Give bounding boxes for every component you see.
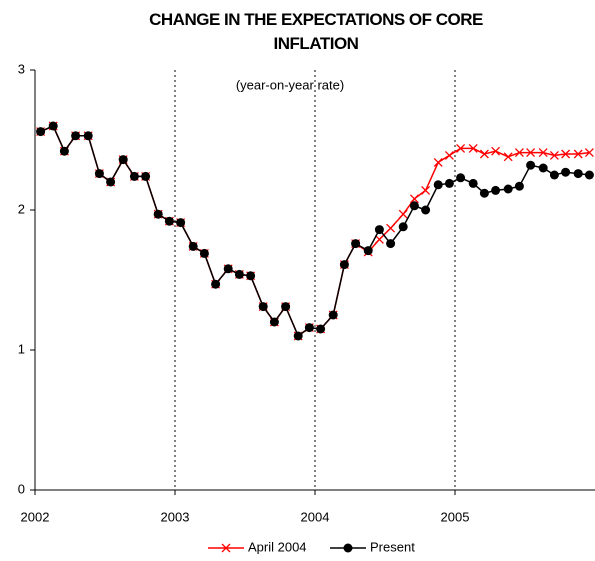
legend-label: April 2004: [248, 539, 307, 554]
point: [293, 331, 303, 341]
chart-subtitle: (year-on-year rate): [236, 77, 344, 92]
point: [549, 150, 559, 160]
point: [374, 234, 384, 244]
legend-marker: [343, 543, 353, 553]
point: [246, 271, 256, 281]
y-tick-label: 1: [18, 341, 25, 356]
point: [386, 239, 396, 249]
point: [118, 155, 128, 165]
point: [304, 323, 314, 333]
point: [258, 302, 268, 312]
point: [223, 264, 233, 274]
point: [421, 185, 431, 195]
y-tick-label: 3: [18, 61, 25, 76]
point: [339, 260, 349, 270]
point: [456, 173, 466, 183]
point: [281, 302, 291, 312]
point: [549, 170, 559, 180]
point: [561, 149, 571, 159]
y-tick-label: 0: [18, 481, 25, 496]
chart-title: CHANGE IN THE EXPECTATIONS OF CORE INFLA…: [149, 10, 483, 53]
point: [479, 188, 489, 198]
point: [83, 131, 93, 141]
point: [398, 209, 408, 219]
point: [36, 127, 46, 137]
point: [526, 148, 536, 158]
point: [573, 169, 583, 179]
point: [503, 152, 513, 162]
point: [328, 310, 338, 320]
point: [153, 209, 163, 219]
point: [538, 163, 548, 173]
legend-marker: [221, 543, 231, 553]
point: [409, 194, 419, 204]
point: [433, 180, 443, 190]
point: [71, 131, 81, 141]
point: [538, 148, 548, 158]
point: [106, 177, 116, 187]
point: [176, 218, 186, 228]
point: [433, 157, 443, 167]
point: [94, 169, 104, 179]
point: [141, 171, 151, 181]
legend-label: Present: [370, 539, 415, 554]
point: [188, 241, 198, 251]
point: [584, 148, 594, 158]
point: [409, 201, 419, 211]
point: [59, 146, 69, 156]
point: [468, 178, 478, 188]
point: [398, 222, 408, 232]
x-tick-label: 2005: [441, 509, 470, 524]
point: [514, 181, 524, 191]
point: [199, 248, 209, 258]
point: [421, 205, 431, 215]
x-tick-label: 2004: [301, 509, 330, 524]
point: [48, 121, 58, 131]
point: [526, 160, 536, 170]
point: [444, 150, 454, 160]
point: [503, 184, 513, 194]
point: [479, 149, 489, 159]
point: [386, 223, 396, 233]
point: [573, 149, 583, 159]
point: [584, 170, 594, 180]
point: [468, 143, 478, 153]
point: [211, 279, 221, 289]
y-tick-label: 2: [18, 201, 25, 216]
point: [316, 324, 326, 334]
point: [164, 216, 174, 226]
point: [491, 146, 501, 156]
x-tick-label: 2003: [161, 509, 190, 524]
x-tick-label: 2002: [21, 509, 50, 524]
point: [456, 143, 466, 153]
point: [444, 178, 454, 188]
point: [374, 225, 384, 235]
point: [351, 239, 361, 249]
point: [514, 148, 524, 158]
point: [363, 246, 373, 256]
point: [129, 171, 139, 181]
point: [491, 185, 501, 195]
point: [234, 269, 244, 279]
point: [561, 167, 571, 177]
point: [269, 317, 279, 327]
